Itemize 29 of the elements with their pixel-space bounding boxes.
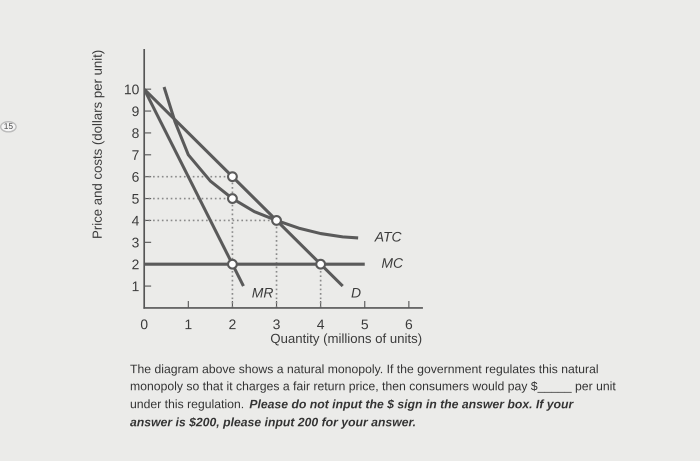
text: under this regulation. <box>130 399 244 411</box>
text: 15 <box>4 123 13 130</box>
x-axis-title: Quantity (millions of units) <box>270 333 422 346</box>
y-tick-label: 4 <box>132 216 139 226</box>
y-tick-label: 2 <box>132 260 139 270</box>
text: Please do not input the $ sign in the answer box. If your <box>250 399 574 411</box>
series-label: MR <box>252 288 273 298</box>
text: monopoly so that it charges a fair return price, then consumers would pay $_____ per unit <box>130 381 616 393</box>
y-tick-label: 9 <box>132 106 139 116</box>
series-label: ATC <box>374 232 402 242</box>
x-tick-label: 4 <box>317 320 324 330</box>
y-tick-label: 7 <box>132 150 139 160</box>
x-tick-label: 5 <box>361 320 368 330</box>
text: The diagram above shows a natural monopoly. If the government regulates this natural <box>130 364 598 376</box>
x-tick-label: 6 <box>406 319 412 330</box>
y-axis-title: Price and costs (dollars per unit) <box>92 50 104 238</box>
y-tick-label: 5 <box>132 194 139 204</box>
x-tick-label: 1 <box>186 320 192 330</box>
y-tick-label: 8 <box>132 128 139 138</box>
y-tick-label: 10 <box>124 84 139 94</box>
y-tick-label: 1 <box>132 282 139 292</box>
x-tick-label: 2 <box>229 319 236 330</box>
y-tick-label: 3 <box>132 238 139 248</box>
y-tick-label: 6 <box>132 172 139 182</box>
series-label: D <box>351 288 361 298</box>
text: answer is $200, please input 200 for your answer. <box>130 417 415 429</box>
series-label: MC <box>382 258 404 268</box>
x-tick-label: 3 <box>273 319 280 330</box>
x-tick-label: 0 <box>140 319 148 330</box>
